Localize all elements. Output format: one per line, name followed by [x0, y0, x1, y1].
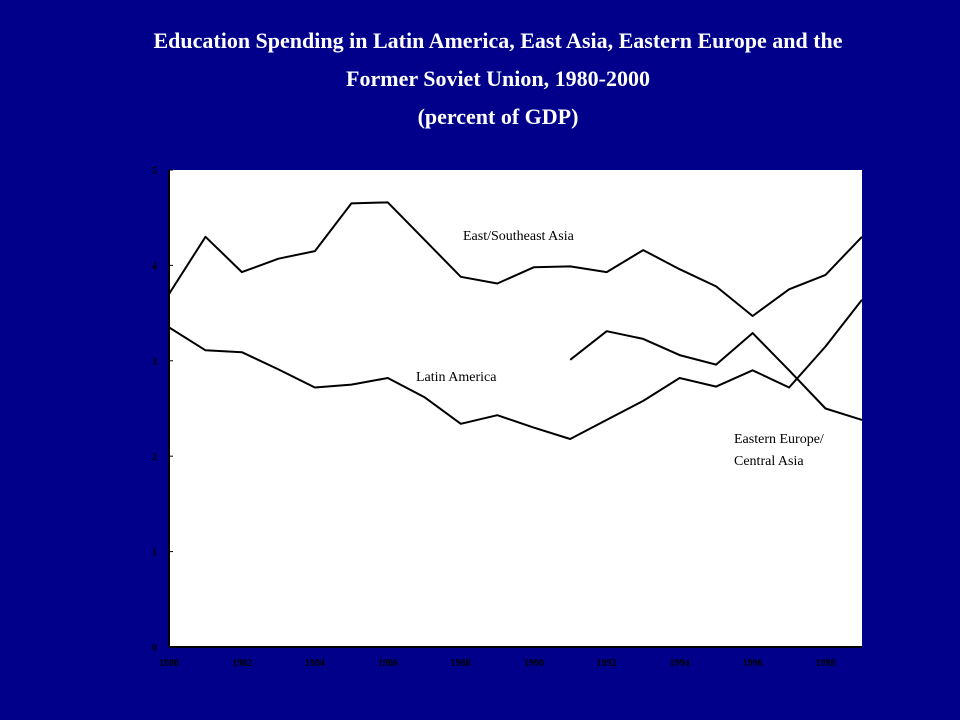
y-tick-label: 4: [152, 261, 157, 272]
x-tick-label: 1990: [524, 658, 544, 669]
y-tick-label: 3: [152, 357, 157, 368]
x-ticks: 1980 1982 1984 1986 1988 1990 1992 1994 1996 1998: [159, 658, 836, 669]
series-line-east-southeast-asia: [168, 201, 863, 317]
annotation-latin-america: Latin America: [416, 370, 497, 385]
series-annotations: East/Southeast Asia Latin America Easter…: [416, 229, 824, 469]
x-tick-label: 1992: [597, 658, 617, 669]
y-tick-label: 2: [152, 452, 157, 463]
chart-subtitle: (percent of GDP): [417, 104, 579, 129]
chart-title-line-1: Education Spending in Latin America, Eas…: [153, 28, 843, 53]
x-tick-label: 1998: [816, 658, 836, 669]
y-tick-label: 5: [152, 166, 157, 177]
chart-title-line-2: Former Soviet Union, 1980-2000: [346, 66, 650, 91]
annotation-eastern-europe-line-2: Central Asia: [734, 454, 804, 469]
x-tick-label: 1982: [232, 658, 252, 669]
x-tick-label: 1988: [451, 658, 471, 669]
y-tick-label: 1: [152, 548, 157, 559]
chart-title-block: Education Spending in Latin America, Eas…: [0, 22, 960, 136]
x-tick-label: 1984: [305, 658, 325, 669]
y-tick-label: 0: [152, 643, 157, 654]
annotation-eastern-europe-line-1: Eastern Europe/: [734, 432, 824, 447]
series-group: [168, 201, 863, 440]
x-tick-label: 1980: [159, 658, 179, 669]
x-tick-label: 1996: [743, 658, 763, 669]
x-tick-label: 1994: [670, 658, 690, 669]
series-line-eastern-europe-central-asia: [569, 330, 863, 421]
series-line-latin-america: [168, 299, 863, 440]
annotation-east-asia: East/Southeast Asia: [463, 229, 575, 244]
x-tick-label: 1986: [378, 658, 398, 669]
plot-area: [169, 170, 862, 647]
y-ticks: 0 1 2 3 4 5: [152, 166, 173, 654]
